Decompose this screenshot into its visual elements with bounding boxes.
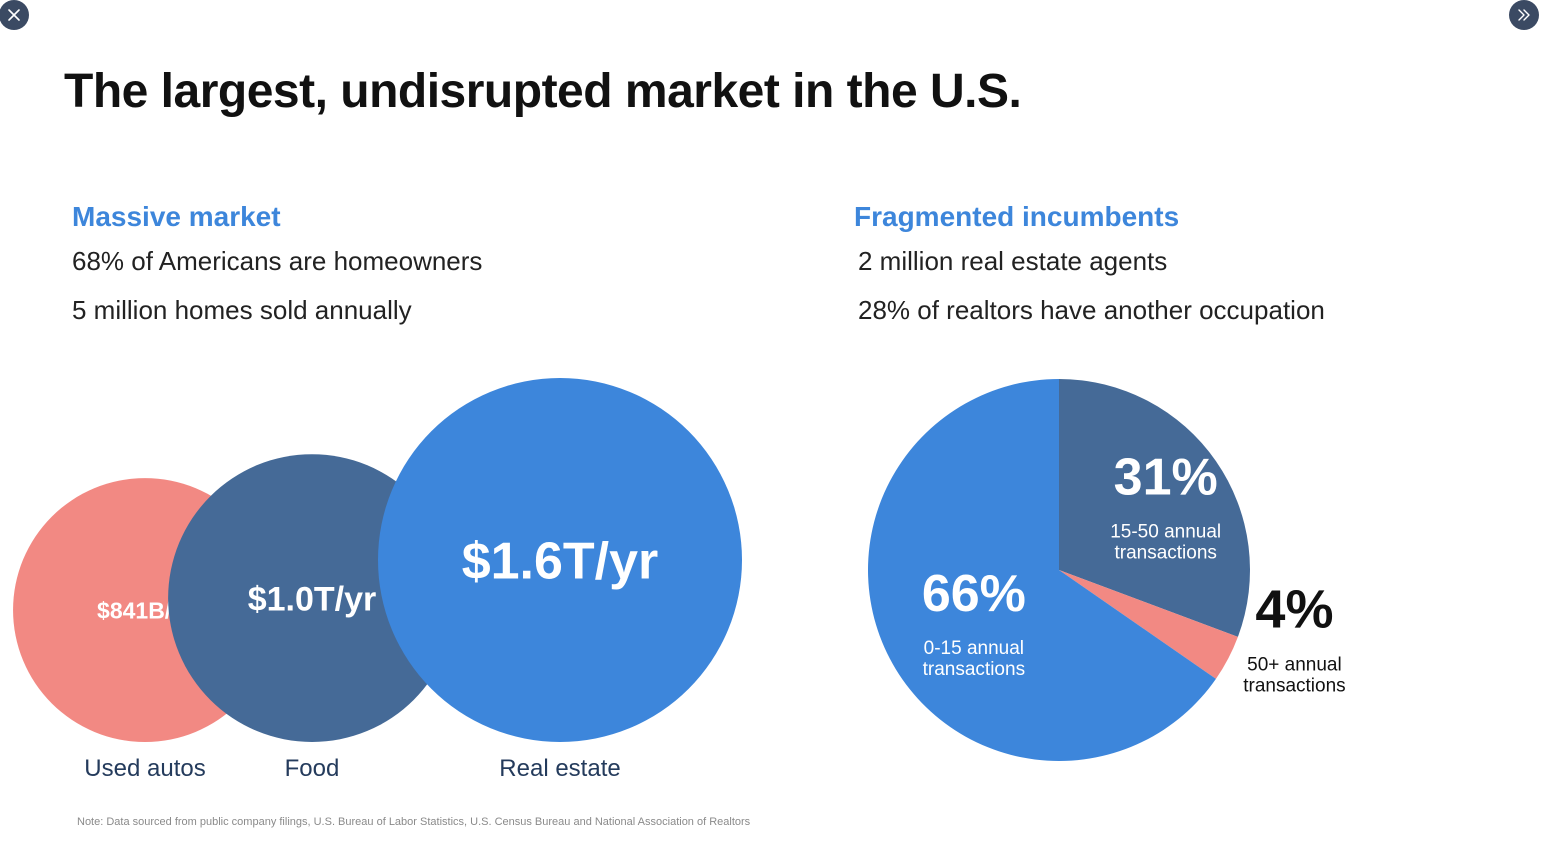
stat-homeowners: 68% of Americans are homeowners — [72, 246, 483, 276]
close-button[interactable] — [0, 0, 29, 30]
fragmented-incumbents-heading: Fragmented incumbents — [854, 201, 1180, 232]
bubble-value-label: $1.0T/yr — [248, 580, 377, 618]
stat-other-occupation: 28% of realtors have another occupation — [858, 295, 1325, 325]
pie-slice-label: 50+ annual — [1247, 654, 1342, 675]
pie-slice — [867, 379, 1216, 761]
pie-slice-label: transactions — [1114, 543, 1216, 564]
stat-homes-sold: 5 million homes sold annually — [72, 295, 412, 325]
bubble-category-label: Food — [285, 755, 340, 782]
pie-slice — [1059, 570, 1238, 679]
bubble-category-label: Used autos — [84, 755, 205, 782]
close-icon — [8, 9, 20, 21]
double-chevron-right-icon — [1518, 9, 1530, 21]
pie-slice-label: 0-15 annual — [924, 638, 1024, 659]
bubble-real-estate — [378, 378, 742, 742]
pie-percent-label: 4% — [1255, 579, 1333, 639]
pie-slice-label: transactions — [923, 659, 1025, 680]
slide-title: The largest, undisrupted market in the U… — [64, 65, 1022, 118]
pie-slice-label: transactions — [1243, 675, 1345, 696]
bubble-category-label: Real estate — [499, 755, 620, 782]
pie-percent-label: 31% — [1114, 449, 1218, 507]
bubble-value-label: $1.6T/yr — [462, 533, 659, 591]
pie-slice-label: 15-50 annual — [1110, 522, 1221, 543]
pie-slice — [1059, 379, 1250, 637]
massive-market-heading: Massive market — [72, 201, 281, 232]
stat-agents: 2 million real estate agents — [858, 246, 1168, 276]
next-slide-button[interactable] — [1509, 0, 1539, 30]
source-note: Note: Data sourced from public company f… — [77, 816, 751, 828]
pie-percent-label: 66% — [922, 565, 1026, 623]
